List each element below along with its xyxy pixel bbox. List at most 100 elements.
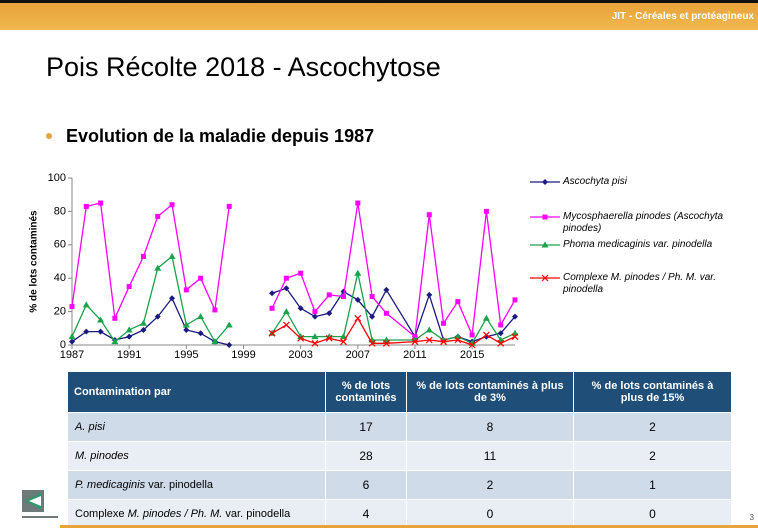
marker bbox=[341, 294, 347, 300]
cell: 17 bbox=[325, 412, 407, 442]
marker bbox=[483, 208, 489, 214]
series-line bbox=[71, 255, 516, 345]
y-tick-label: 60 bbox=[54, 239, 66, 251]
marker bbox=[469, 332, 475, 338]
legend-label: Complexe M. pinodes / Ph. M. var. pinode… bbox=[563, 272, 717, 295]
marker bbox=[425, 336, 433, 344]
header-cell: % de lots contaminés à plus de 3% bbox=[406, 371, 574, 413]
marker bbox=[225, 321, 233, 328]
cell-text: A. pisi bbox=[75, 421, 105, 433]
y-tick-label: 80 bbox=[54, 205, 66, 217]
marker bbox=[369, 313, 376, 320]
marker bbox=[212, 307, 218, 313]
cell: M. pinodes bbox=[67, 441, 326, 471]
marker bbox=[454, 336, 462, 344]
marker bbox=[541, 241, 549, 248]
row: Complexe M. pinodes / Ph. M. var. pinode… bbox=[67, 499, 732, 528]
cell: 2 bbox=[573, 412, 732, 442]
y-tick-label: 20 bbox=[54, 306, 66, 318]
marker bbox=[441, 320, 447, 326]
marker bbox=[482, 331, 490, 339]
marker bbox=[97, 316, 105, 323]
marker bbox=[283, 275, 289, 281]
marker bbox=[155, 213, 161, 219]
x-tick-label: 1987 bbox=[60, 349, 84, 361]
marker bbox=[298, 270, 304, 276]
header-cell: % de lots contaminés à plus de 15% bbox=[573, 371, 732, 413]
marker bbox=[82, 301, 90, 308]
marker bbox=[169, 202, 175, 208]
legend-label: Phoma medicaginis var. pinodella bbox=[563, 239, 713, 250]
series-line bbox=[71, 202, 516, 338]
bullet: Evolution de la maladie depuis 1987 bbox=[46, 126, 374, 147]
marker bbox=[226, 342, 233, 348]
marker bbox=[383, 310, 389, 316]
x-tick-label: 1999 bbox=[231, 349, 255, 361]
marker bbox=[68, 333, 76, 340]
marker bbox=[140, 253, 146, 259]
marker bbox=[211, 338, 219, 345]
marker bbox=[325, 333, 333, 340]
marker bbox=[426, 212, 432, 218]
cell: 0 bbox=[406, 499, 574, 528]
marker bbox=[126, 333, 133, 340]
cell: Complexe M. pinodes / Ph. M. var. pinode… bbox=[67, 499, 326, 528]
table: Contamination par % de lots contaminés %… bbox=[67, 371, 732, 528]
marker bbox=[154, 313, 161, 320]
marker bbox=[498, 322, 504, 328]
marker bbox=[354, 269, 362, 276]
slide-title: Pois Récolte 2018 - Ascochytose bbox=[46, 52, 441, 82]
marker bbox=[326, 310, 333, 317]
cell: 2 bbox=[406, 470, 574, 500]
marker bbox=[297, 334, 305, 342]
cell-text: var. pinodella bbox=[225, 508, 291, 520]
y-tick-label: 100 bbox=[48, 172, 66, 184]
y-tick-label: 0 bbox=[60, 339, 66, 351]
cell: P. medicaginis var. pinodella bbox=[67, 470, 326, 500]
header-bar: JIT - Céréales et protéagineux bbox=[0, 0, 758, 30]
marker bbox=[125, 326, 133, 333]
marker bbox=[455, 299, 461, 305]
footer-line bbox=[60, 525, 758, 528]
marker bbox=[468, 341, 476, 349]
marker bbox=[198, 275, 204, 281]
x-tick-label: 2015 bbox=[460, 349, 484, 361]
marker bbox=[169, 295, 176, 302]
marker bbox=[369, 294, 375, 300]
marker bbox=[111, 338, 119, 345]
header-cell: Contamination par bbox=[67, 371, 326, 413]
marker bbox=[97, 328, 104, 335]
marker bbox=[311, 333, 319, 340]
marker bbox=[355, 200, 361, 206]
cell-text: M. pinodes / Ph. M. bbox=[127, 508, 223, 520]
marker bbox=[297, 333, 305, 340]
marker bbox=[98, 200, 104, 206]
marker bbox=[269, 290, 276, 297]
legend-label: Ascochyta pisi bbox=[563, 176, 627, 187]
marker bbox=[542, 214, 548, 220]
marker bbox=[112, 315, 118, 321]
marker bbox=[368, 339, 376, 347]
marker bbox=[497, 339, 505, 347]
marker bbox=[541, 274, 549, 282]
marker bbox=[126, 284, 132, 290]
row: M. pinodes 28 11 2 bbox=[67, 441, 732, 471]
cell: 28 bbox=[325, 441, 407, 471]
cell: 8 bbox=[406, 412, 574, 442]
marker bbox=[425, 326, 433, 333]
marker bbox=[411, 338, 419, 346]
marker bbox=[168, 252, 176, 259]
marker bbox=[325, 334, 333, 342]
cell-text: M. pinodes bbox=[75, 450, 129, 462]
header-cell: % de lots contaminés bbox=[325, 371, 407, 413]
y-axis-label: % de lots contaminés bbox=[29, 210, 40, 313]
cell-text: Complexe bbox=[75, 508, 125, 520]
marker bbox=[340, 338, 347, 346]
cell: 11 bbox=[406, 441, 574, 471]
marker bbox=[311, 313, 318, 320]
marker bbox=[297, 305, 304, 312]
x-tick-label: 1995 bbox=[174, 349, 198, 361]
bullet-text: Evolution de la maladie depuis 1987 bbox=[66, 126, 375, 146]
marker bbox=[326, 292, 332, 298]
